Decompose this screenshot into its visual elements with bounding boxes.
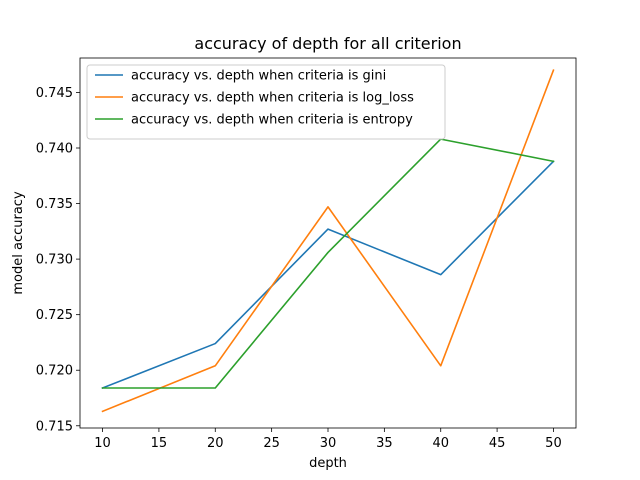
x-axis-label: depth	[309, 456, 347, 471]
x-tick-label: 50	[545, 436, 562, 451]
series-line-2	[101, 69, 555, 413]
x-tick-label: 30	[320, 436, 337, 451]
axes-layer: 10 15 20 25 30 35 40 45 50 0.715 0.720 0.725 0.730 0.…	[36, 57, 577, 451]
y-tick-label: 0.745	[36, 86, 73, 101]
legend-entry-1: accuracy vs. depth when criteria is gini	[131, 69, 386, 84]
x-tick-label: 10	[94, 436, 111, 451]
x-tick-label: 20	[207, 436, 224, 451]
y-tick-label: 0.715	[36, 419, 73, 434]
y-tick-label: 0.735	[36, 197, 73, 212]
x-tick-label: 15	[151, 436, 168, 451]
series-line-3	[101, 138, 555, 389]
y-tick-label: 0.720	[36, 364, 73, 379]
legend: accuracy vs. depth when criteria is gini…	[86, 64, 446, 140]
x-tick-label: 25	[263, 436, 280, 451]
legend-entry-2: accuracy vs. depth when criteria is log_…	[131, 91, 414, 106]
legend-box	[86, 64, 446, 140]
x-tick-label: 40	[432, 436, 449, 451]
y-tick-label: 0.740	[36, 142, 73, 157]
x-tick-label: 35	[376, 436, 393, 451]
legend-entry-3: accuracy vs. depth when criteria is entr…	[131, 113, 413, 128]
y-axis-label: model accuracy	[11, 191, 26, 295]
y-tick-label: 0.730	[36, 253, 73, 268]
series-line-1	[101, 160, 555, 390]
y-tick-label: 0.725	[36, 308, 73, 323]
chart-title: accuracy of depth for all criterion	[194, 34, 461, 53]
x-tick-label: 45	[489, 436, 506, 451]
plot-layer	[101, 69, 555, 413]
